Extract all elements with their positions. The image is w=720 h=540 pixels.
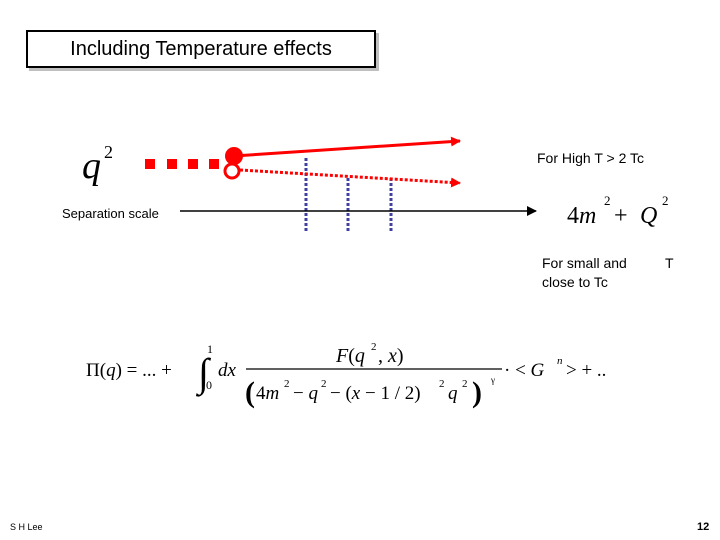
svg-text:2: 2 [604,193,611,208]
svg-text:0: 0 [206,378,212,392]
q-exponent: 2 [104,142,113,162]
svg-text:q: q [448,383,458,404]
page-number: 12 [697,521,710,533]
svg-text:dx: dx [218,360,237,381]
small-t-arrow [239,168,461,188]
svg-text:− (x − 1 / 2): − (x − 1 / 2) [330,383,421,404]
small-close-label-t: T [665,255,674,271]
svg-text:γ: γ [490,375,495,385]
q-letter: q [82,145,101,187]
correlator-formula: Π(q) = ... + ∫ 1 0 dx F(q 2 , x) ( 4m 2 … [86,341,606,409]
svg-text:2: 2 [284,378,290,390]
separation-scale-label: Separation scale [62,206,159,221]
author-footer: S H Lee [10,522,43,532]
small-close-label-line1: For small and [542,255,627,271]
svg-text:, x): , x) [378,345,404,367]
svg-text:2: 2 [321,378,327,390]
threshold-expression: 4m 2 + Q 2 [567,193,669,229]
svg-text:): ) [472,376,482,409]
filled-red-circle [225,147,243,165]
svg-text:n: n [557,355,563,367]
slide-title-text: Including Temperature effects [70,37,332,60]
svg-text:> + ..: > + .. [566,360,606,381]
svg-text:1: 1 [207,342,213,356]
small-close-label-line2: close to Tc [542,274,608,290]
svg-text:Q: Q [640,203,657,229]
svg-text:(: ( [245,376,255,409]
svg-text:· < G: · < G [504,360,545,381]
svg-text:2: 2 [439,378,445,390]
svg-text:Π(q) = ... +: Π(q) = ... + [86,360,172,381]
high-t-label: For High T > 2 Tc [537,150,644,166]
svg-text:4m: 4m [256,383,279,404]
svg-text:+: + [614,203,628,229]
svg-text:2: 2 [371,341,377,353]
svg-text:∫: ∫ [195,350,212,397]
red-dashed-line [145,159,219,169]
q-squared-symbol: q 2 [82,142,113,187]
svg-text:4m: 4m [567,203,596,229]
blue-dotted-verticals [304,158,393,233]
open-red-circle [223,162,241,180]
svg-text:2: 2 [662,193,669,208]
svg-text:F(q: F(q [335,345,365,367]
svg-text:− q: − q [293,383,318,404]
slide-title: Including Temperature effects [26,30,376,68]
svg-text:2: 2 [462,378,468,390]
high-t-arrow [233,136,461,158]
